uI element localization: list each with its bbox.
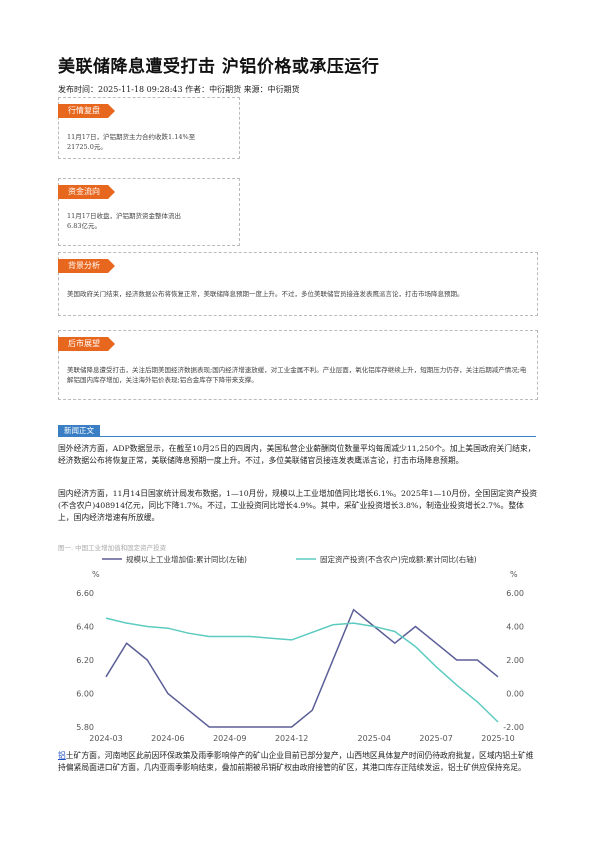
right-tick-label: -2.00	[503, 723, 524, 732]
series-line-industrial	[105, 608, 499, 728]
left-tick-label: 6.00	[76, 690, 94, 699]
outlook-box: 后市展望 美联储降息遭受打击，关注后期美国经济数据表现;国内经济增速放缓，对工业…	[58, 330, 538, 400]
fund-flow-box: 资金流向 11月17日收盘，沪铝期货资金整体流出6.83亿元。	[58, 178, 240, 246]
news-tag: 新闻正文	[58, 425, 100, 437]
x-tick-label: 2024-09	[213, 734, 246, 743]
legend-label-industrial: 规模以上工业增加值:累计同比(左轴)	[126, 554, 247, 564]
x-tick-label: 2025-10	[481, 734, 514, 743]
background-box: 背景分析 美国政府关门结束，经济数据公布将恢复正常，美联储降息预期一度上升。不过…	[58, 252, 538, 316]
right-tick-label: 6.00	[506, 589, 524, 598]
outlook-text: 美联储降息遭受打击，关注后期美国经济数据表现;国内经济增速放缓，对工业金属不利。…	[67, 366, 527, 384]
series-line-investment	[105, 617, 499, 723]
news-divider	[58, 436, 536, 437]
x-tick-label: 2024-03	[89, 734, 122, 743]
left-tick-label: 5.80	[76, 723, 94, 732]
chart-caption: 图一. 中国工业增加值和固定资产投资	[58, 544, 167, 552]
legend-label-investment: 固定资产投资(不含农户)完成额:累计同比(右轴)	[320, 554, 477, 564]
x-tick-label: 2025-07	[419, 734, 452, 743]
news-paragraph-1: 国外经济方面，ADP数据显示，在截至10月25日的四周内，美国私营企业薪酬岗位数…	[58, 444, 536, 465]
left-tick-label: 6.60	[76, 589, 94, 598]
line-chart: 规模以上工业增加值:累计同比(左轴) 固定资产投资(不含农户)完成额:累计同比(…	[76, 554, 524, 743]
right-axis-unit: %	[510, 570, 518, 579]
outlook-tag: 后市展望	[58, 337, 115, 351]
x-tick-label: 2024-06	[151, 734, 184, 743]
x-tick-label: 2025-04	[357, 734, 390, 743]
bauxite-link[interactable]: 铝	[58, 751, 66, 760]
fund-flow-text: 11月17日收盘，沪铝期货资金整体流出6.83亿元。	[67, 212, 182, 230]
right-tick-label: 2.00	[506, 656, 524, 665]
left-tick-label: 6.20	[76, 656, 94, 665]
news-paragraph-3: 铝土矿方面，河南地区此前因环保政策及雨季影响停产的矿山企业目前已部分复产，山西地…	[58, 750, 538, 774]
page-title: 美联储降息遭受打击 沪铝价格或承压运行	[58, 57, 380, 77]
right-tick-label: 0.00	[506, 690, 524, 699]
news-paragraph-2: 国内经济方面，11月14日国家统计局发布数据，1—10月份，规模以上工业增加值同…	[58, 489, 538, 522]
background-tag: 背景分析	[58, 259, 115, 273]
market-review-box: 行情复盘 11月17日，沪铝期货主力合约收跌1.14%至21725.0元。	[58, 97, 240, 159]
market-review-tag: 行情复盘	[58, 104, 115, 118]
news-paragraph-3-text: 土矿方面，河南地区此前因环保政策及雨季影响停产的矿山企业目前已部分复产，山西地区…	[58, 751, 534, 772]
left-tick-label: 6.40	[76, 623, 94, 632]
left-axis-unit: %	[92, 570, 100, 579]
right-tick-label: 4.00	[506, 623, 524, 632]
fund-flow-tag: 资金流向	[58, 185, 115, 199]
publish-meta: 发布时间：2025-11-18 09:28:43 作者：中衍期货 来源：中衍期货	[58, 85, 300, 94]
x-tick-label: 2024-12	[275, 734, 308, 743]
background-text: 美国政府关门结束，经济数据公布将恢复正常，美联储降息预期一度上升。不过，多位美联…	[67, 290, 464, 298]
market-review-text: 11月17日，沪铝期货主力合约收跌1.14%至21725.0元。	[67, 133, 196, 151]
